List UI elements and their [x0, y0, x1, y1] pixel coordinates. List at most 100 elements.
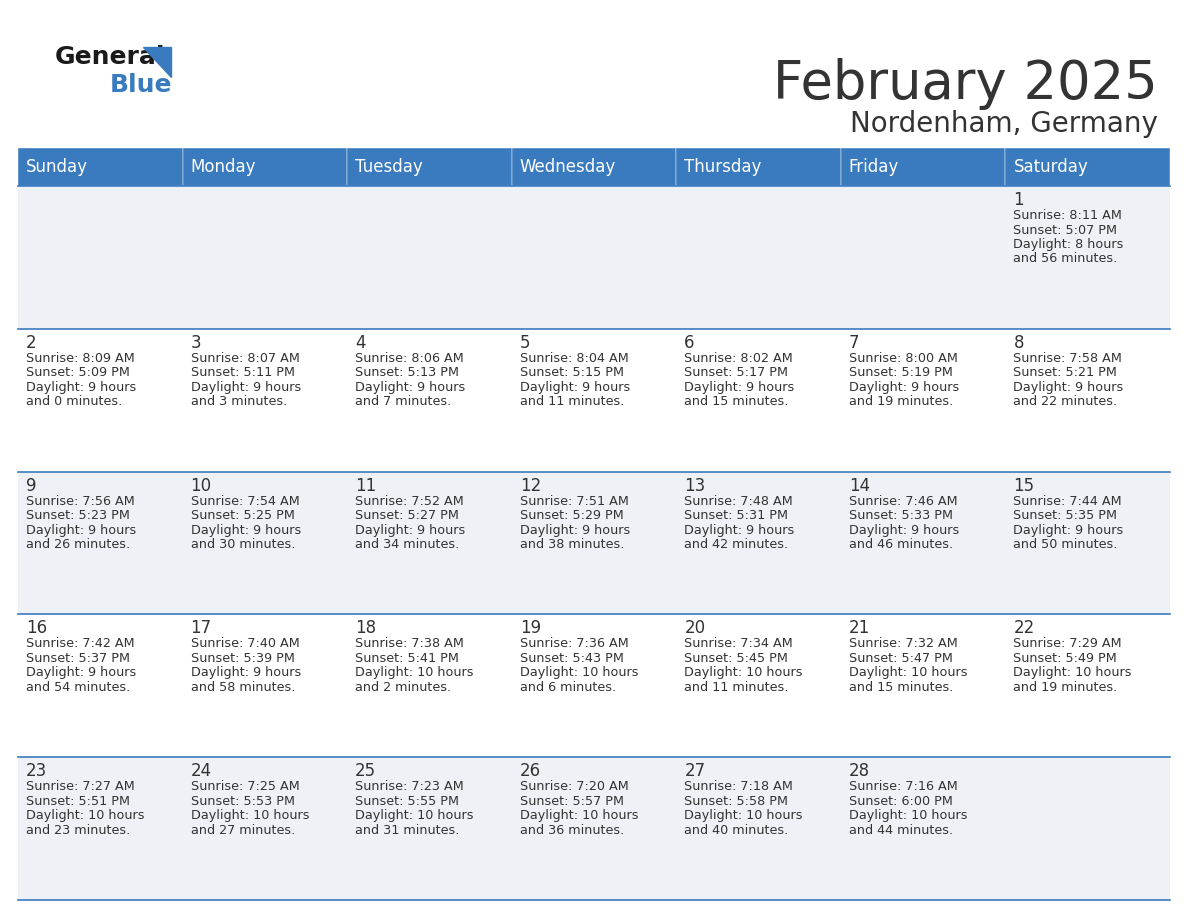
Text: Daylight: 9 hours: Daylight: 9 hours [1013, 523, 1124, 537]
Text: 25: 25 [355, 762, 377, 780]
Text: Sunset: 5:39 PM: Sunset: 5:39 PM [190, 652, 295, 665]
Text: Sunrise: 7:36 AM: Sunrise: 7:36 AM [519, 637, 628, 650]
Bar [18, 757, 1170, 900]
Text: Daylight: 10 hours: Daylight: 10 hours [190, 809, 309, 823]
Text: Sunset: 5:09 PM: Sunset: 5:09 PM [26, 366, 129, 379]
Text: Sunset: 5:13 PM: Sunset: 5:13 PM [355, 366, 459, 379]
Text: Sunrise: 7:52 AM: Sunrise: 7:52 AM [355, 495, 463, 508]
Text: Sunrise: 7:27 AM: Sunrise: 7:27 AM [26, 780, 134, 793]
Text: Wednesday: Wednesday [519, 158, 615, 176]
Text: Sunset: 5:07 PM: Sunset: 5:07 PM [1013, 223, 1118, 237]
Text: and 6 minutes.: and 6 minutes. [519, 681, 615, 694]
Text: Sunset: 5:45 PM: Sunset: 5:45 PM [684, 652, 788, 665]
Bar [183, 148, 347, 186]
Text: 24: 24 [190, 762, 211, 780]
Text: and 11 minutes.: and 11 minutes. [519, 396, 624, 409]
Text: Sunset: 5:55 PM: Sunset: 5:55 PM [355, 795, 459, 808]
Text: Sunrise: 7:25 AM: Sunrise: 7:25 AM [190, 780, 299, 793]
Text: Thursday: Thursday [684, 158, 762, 176]
Text: and 46 minutes.: and 46 minutes. [849, 538, 953, 551]
Text: Daylight: 9 hours: Daylight: 9 hours [519, 523, 630, 537]
Text: 26: 26 [519, 762, 541, 780]
Text: Sunset: 5:31 PM: Sunset: 5:31 PM [684, 509, 789, 522]
Text: 19: 19 [519, 620, 541, 637]
Text: 17: 17 [190, 620, 211, 637]
Text: Daylight: 9 hours: Daylight: 9 hours [190, 666, 301, 679]
Text: Sunrise: 8:04 AM: Sunrise: 8:04 AM [519, 352, 628, 364]
Text: Daylight: 10 hours: Daylight: 10 hours [355, 809, 474, 823]
Text: 8: 8 [1013, 334, 1024, 352]
Text: Blue: Blue [110, 73, 172, 97]
Text: Sunset: 5:15 PM: Sunset: 5:15 PM [519, 366, 624, 379]
Text: Sunrise: 7:42 AM: Sunrise: 7:42 AM [26, 637, 134, 650]
Text: General: General [55, 45, 165, 69]
Text: 3: 3 [190, 334, 201, 352]
Text: Daylight: 8 hours: Daylight: 8 hours [1013, 238, 1124, 251]
Text: Daylight: 9 hours: Daylight: 9 hours [190, 381, 301, 394]
Text: 15: 15 [1013, 476, 1035, 495]
Text: 20: 20 [684, 620, 706, 637]
Text: and 42 minutes.: and 42 minutes. [684, 538, 789, 551]
Text: Sunset: 5:57 PM: Sunset: 5:57 PM [519, 795, 624, 808]
Text: Daylight: 10 hours: Daylight: 10 hours [355, 666, 474, 679]
Text: and 30 minutes.: and 30 minutes. [190, 538, 295, 551]
Text: and 56 minutes.: and 56 minutes. [1013, 252, 1118, 265]
Bar [841, 148, 1005, 186]
Text: Sunset: 5:58 PM: Sunset: 5:58 PM [684, 795, 789, 808]
Text: Sunrise: 8:00 AM: Sunrise: 8:00 AM [849, 352, 958, 364]
Text: Sunrise: 7:48 AM: Sunrise: 7:48 AM [684, 495, 794, 508]
Text: and 27 minutes.: and 27 minutes. [190, 823, 295, 836]
Text: Daylight: 9 hours: Daylight: 9 hours [519, 381, 630, 394]
Text: Sunset: 5:29 PM: Sunset: 5:29 PM [519, 509, 624, 522]
Text: February 2025: February 2025 [773, 58, 1158, 110]
Text: Sunset: 5:35 PM: Sunset: 5:35 PM [1013, 509, 1118, 522]
Text: Sunset: 5:27 PM: Sunset: 5:27 PM [355, 509, 459, 522]
Text: Sunset: 5:51 PM: Sunset: 5:51 PM [26, 795, 129, 808]
Text: Daylight: 9 hours: Daylight: 9 hours [355, 523, 466, 537]
Bar [676, 148, 841, 186]
Text: Sunset: 5:11 PM: Sunset: 5:11 PM [190, 366, 295, 379]
Text: and 31 minutes.: and 31 minutes. [355, 823, 460, 836]
Text: Sunday: Sunday [26, 158, 88, 176]
Text: Daylight: 9 hours: Daylight: 9 hours [26, 381, 137, 394]
Text: 5: 5 [519, 334, 530, 352]
Text: 27: 27 [684, 762, 706, 780]
Text: Daylight: 9 hours: Daylight: 9 hours [355, 381, 466, 394]
Text: Sunrise: 7:40 AM: Sunrise: 7:40 AM [190, 637, 299, 650]
Text: 21: 21 [849, 620, 870, 637]
Text: Sunrise: 7:20 AM: Sunrise: 7:20 AM [519, 780, 628, 793]
Text: and 22 minutes.: and 22 minutes. [1013, 396, 1118, 409]
Text: 16: 16 [26, 620, 48, 637]
Text: Sunset: 5:23 PM: Sunset: 5:23 PM [26, 509, 129, 522]
Text: Sunrise: 7:34 AM: Sunrise: 7:34 AM [684, 637, 794, 650]
Text: Sunset: 5:21 PM: Sunset: 5:21 PM [1013, 366, 1117, 379]
Text: and 0 minutes.: and 0 minutes. [26, 396, 122, 409]
Text: 2: 2 [26, 334, 37, 352]
Text: and 7 minutes.: and 7 minutes. [355, 396, 451, 409]
Bar [18, 148, 183, 186]
Text: Sunset: 6:00 PM: Sunset: 6:00 PM [849, 795, 953, 808]
Text: Sunrise: 8:07 AM: Sunrise: 8:07 AM [190, 352, 299, 364]
Text: and 38 minutes.: and 38 minutes. [519, 538, 624, 551]
Bar [18, 186, 1170, 329]
Text: Sunset: 5:17 PM: Sunset: 5:17 PM [684, 366, 789, 379]
Text: Friday: Friday [849, 158, 899, 176]
Text: Sunrise: 7:56 AM: Sunrise: 7:56 AM [26, 495, 134, 508]
Text: and 26 minutes.: and 26 minutes. [26, 538, 131, 551]
Text: Daylight: 10 hours: Daylight: 10 hours [684, 809, 803, 823]
Text: 11: 11 [355, 476, 377, 495]
Text: Sunrise: 7:51 AM: Sunrise: 7:51 AM [519, 495, 628, 508]
Polygon shape [143, 47, 171, 77]
Text: 18: 18 [355, 620, 377, 637]
Text: 28: 28 [849, 762, 870, 780]
Text: and 44 minutes.: and 44 minutes. [849, 823, 953, 836]
Text: and 36 minutes.: and 36 minutes. [519, 823, 624, 836]
Text: 14: 14 [849, 476, 870, 495]
Text: Daylight: 10 hours: Daylight: 10 hours [849, 809, 967, 823]
Text: Daylight: 9 hours: Daylight: 9 hours [190, 523, 301, 537]
Text: Sunrise: 8:06 AM: Sunrise: 8:06 AM [355, 352, 463, 364]
Text: Daylight: 9 hours: Daylight: 9 hours [684, 523, 795, 537]
Text: Sunrise: 7:54 AM: Sunrise: 7:54 AM [190, 495, 299, 508]
Text: Daylight: 9 hours: Daylight: 9 hours [849, 523, 959, 537]
Bar [347, 148, 512, 186]
